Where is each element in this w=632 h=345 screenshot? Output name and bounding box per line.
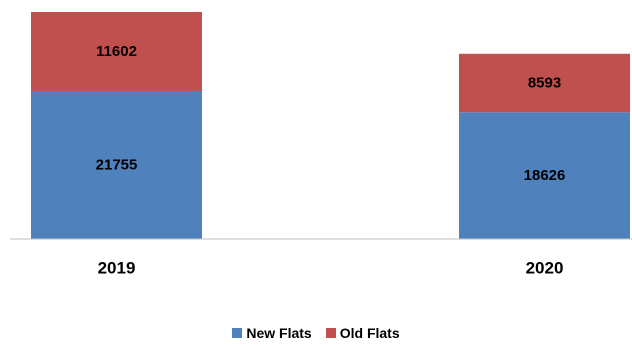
- bar-old-flats-2020: [459, 53, 630, 113]
- legend-swatch-old-flats: [325, 328, 336, 338]
- data-label-new-flats-2020: 18626: [524, 167, 566, 184]
- bar-new-flats-2019: [31, 90, 202, 240]
- data-label-new-flats-2019: 21755: [96, 156, 138, 173]
- legend-item-old-flats: Old Flats: [325, 325, 400, 341]
- labels-layer: 21755 11602 2019 18626 8593 2020: [96, 43, 566, 278]
- data-label-old-flats-2019: 11602: [96, 43, 137, 60]
- bars-layer: [31, 12, 630, 240]
- legend: New Flats Old Flats: [0, 325, 632, 341]
- legend-item-new-flats: New Flats: [232, 325, 312, 341]
- x-tick-label-2019: 2019: [98, 259, 136, 278]
- legend-label-old-flats: Old Flats: [339, 325, 400, 341]
- x-tick-label-2020: 2020: [526, 259, 564, 278]
- legend-swatch-new-flats: [232, 328, 243, 338]
- bar-old-flats-2019: [31, 12, 202, 91]
- legend-label-new-flats: New Flats: [246, 325, 312, 341]
- data-label-old-flats-2020: 8593: [528, 75, 561, 92]
- bar-new-flats-2020: [459, 112, 630, 239]
